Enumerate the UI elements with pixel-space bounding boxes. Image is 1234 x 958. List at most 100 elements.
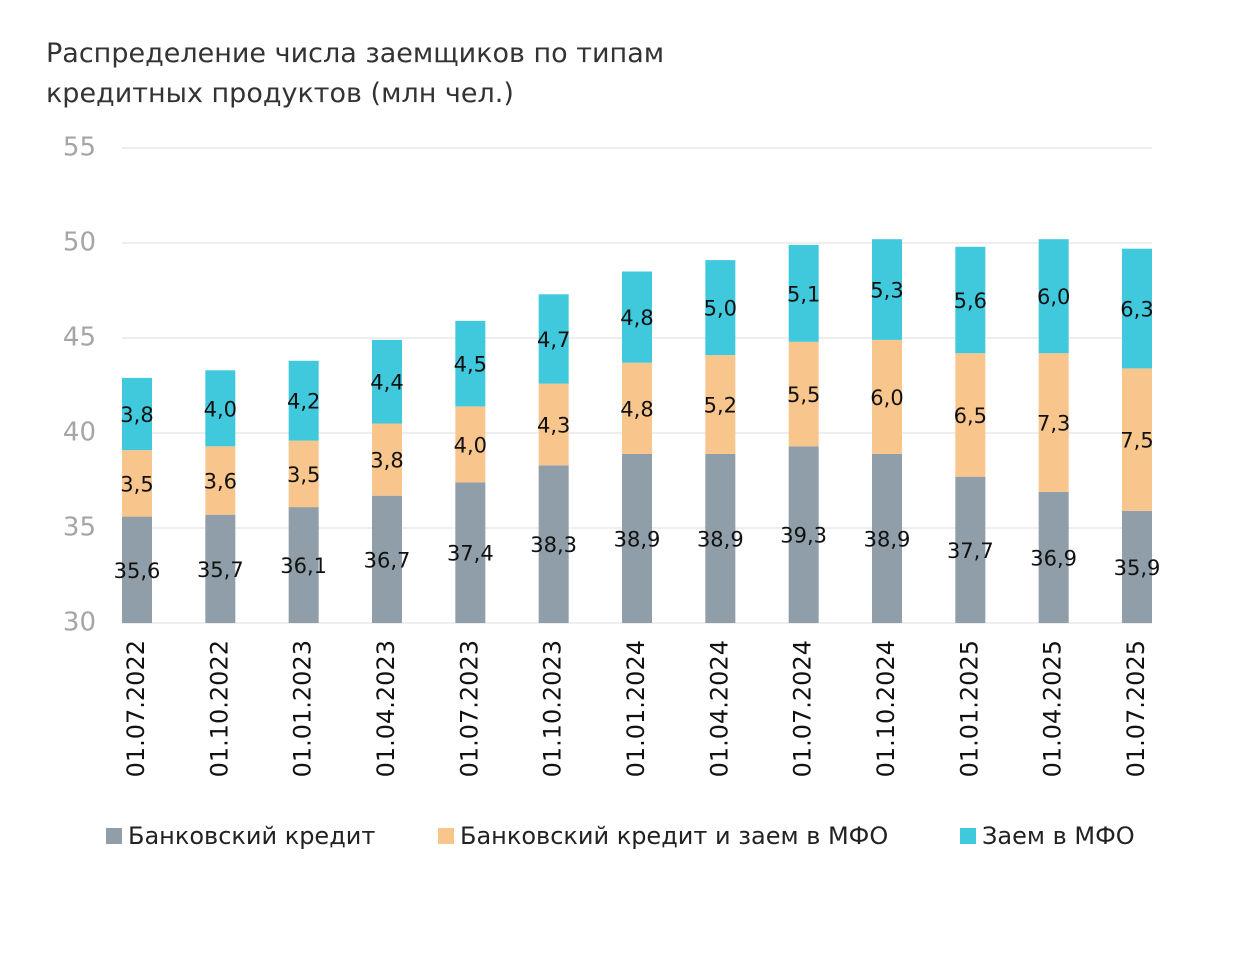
bar-segment bbox=[955, 476, 986, 623]
bar-segment bbox=[1122, 368, 1152, 511]
x-tick-label: 01.01.2024 bbox=[622, 640, 650, 777]
y-tick-label: 45 bbox=[63, 323, 96, 353]
bar-segment bbox=[788, 244, 819, 342]
value-label: 4,5 bbox=[454, 353, 487, 377]
value-label: 6,0 bbox=[1037, 285, 1070, 309]
value-label: 4,0 bbox=[204, 397, 237, 421]
bar-segment bbox=[288, 507, 319, 623]
bar-segment bbox=[622, 271, 652, 363]
bar-segment bbox=[205, 446, 236, 515]
x-tick-label: 01.04.2025 bbox=[1039, 640, 1067, 777]
bar-segment bbox=[372, 339, 402, 424]
value-label: 3,6 bbox=[204, 470, 237, 494]
value-label: 4,4 bbox=[370, 371, 403, 395]
value-label: 35,7 bbox=[197, 558, 244, 582]
value-label: 3,5 bbox=[287, 463, 320, 487]
bar-segment bbox=[122, 516, 152, 623]
value-label: 5,1 bbox=[787, 282, 820, 306]
y-tick-label: 50 bbox=[63, 228, 96, 258]
value-label: 5,3 bbox=[870, 279, 903, 303]
legend-label: Банковский кредит и заем в МФО bbox=[460, 822, 888, 850]
value-label: 38,9 bbox=[614, 527, 661, 551]
bar-segment bbox=[955, 246, 986, 354]
value-label: 7,5 bbox=[1120, 429, 1153, 453]
bar-segment bbox=[538, 383, 569, 466]
bar-segment bbox=[455, 406, 486, 483]
x-tick-label: 01.07.2024 bbox=[789, 640, 817, 777]
bar-segment bbox=[622, 453, 652, 623]
x-tick-label: 01.04.2023 bbox=[372, 640, 400, 777]
bar-segment bbox=[1122, 248, 1152, 369]
bar-segment bbox=[205, 514, 236, 623]
bar-segment bbox=[788, 446, 819, 623]
value-label: 6,5 bbox=[954, 404, 987, 428]
bar-segment bbox=[1038, 491, 1069, 623]
value-label: 4,7 bbox=[537, 328, 570, 352]
bar-segment bbox=[288, 360, 319, 441]
value-label: 4,2 bbox=[287, 390, 320, 414]
value-label: 38,9 bbox=[864, 527, 911, 551]
x-tick-label: 01.01.2025 bbox=[955, 640, 983, 777]
bar-segment bbox=[955, 353, 986, 477]
bar-segment bbox=[705, 355, 736, 454]
value-label: 3,5 bbox=[120, 472, 153, 496]
legend-label: Банковский кредит bbox=[128, 822, 375, 850]
value-label: 6,3 bbox=[1120, 298, 1153, 322]
bar-segment bbox=[1038, 353, 1069, 492]
value-label: 37,7 bbox=[947, 539, 994, 563]
value-label: 38,3 bbox=[530, 533, 577, 557]
y-tick-label: 55 bbox=[63, 133, 96, 163]
bar-segment bbox=[372, 495, 402, 623]
legend-swatch bbox=[960, 828, 976, 844]
x-tick-label: 01.07.2025 bbox=[1122, 640, 1150, 777]
value-label: 4,8 bbox=[620, 306, 653, 330]
value-label: 5,5 bbox=[787, 383, 820, 407]
bar-segment bbox=[455, 320, 486, 407]
y-tick-label: 30 bbox=[63, 608, 96, 638]
bar-segment bbox=[872, 339, 902, 454]
bar-segment bbox=[872, 239, 902, 340]
value-label: 4,0 bbox=[454, 433, 487, 457]
value-label: 37,4 bbox=[447, 542, 494, 566]
x-tick-label: 01.07.2023 bbox=[455, 640, 483, 777]
value-label: 3,8 bbox=[370, 449, 403, 473]
value-label: 4,3 bbox=[537, 413, 570, 437]
value-label: 39,3 bbox=[780, 524, 827, 548]
legend-swatch bbox=[106, 828, 122, 844]
bar-segment bbox=[538, 465, 569, 623]
bar-segment bbox=[872, 453, 902, 623]
bar-segment bbox=[288, 440, 319, 508]
value-label: 35,9 bbox=[1114, 556, 1161, 580]
x-tick-label: 01.10.2022 bbox=[205, 640, 233, 777]
bar-segment bbox=[788, 341, 819, 447]
value-label: 3,8 bbox=[120, 403, 153, 427]
value-label: 38,9 bbox=[697, 527, 744, 551]
x-tick-label: 01.10.2024 bbox=[872, 640, 900, 777]
y-tick-label: 35 bbox=[63, 513, 96, 543]
value-label: 5,0 bbox=[704, 297, 737, 321]
value-label: 36,7 bbox=[364, 548, 411, 572]
x-tick-label: 01.07.2022 bbox=[122, 640, 150, 777]
legend-label: Заем в МФО bbox=[982, 822, 1135, 850]
bar-segment bbox=[122, 450, 152, 517]
bar-segment bbox=[538, 294, 569, 384]
bar-segment bbox=[372, 423, 402, 496]
x-tick-label: 01.01.2023 bbox=[289, 640, 317, 777]
bar-segment bbox=[705, 453, 736, 623]
bar-segment bbox=[205, 370, 236, 447]
bar-segment bbox=[455, 482, 486, 623]
bar-segment bbox=[1122, 510, 1152, 623]
legend-swatch bbox=[438, 828, 454, 844]
bar-segment bbox=[1038, 239, 1069, 354]
value-label: 35,6 bbox=[114, 559, 161, 583]
value-label: 5,2 bbox=[704, 394, 737, 418]
y-tick-label: 40 bbox=[63, 418, 96, 448]
value-label: 6,0 bbox=[870, 386, 903, 410]
bar-segment bbox=[622, 362, 652, 454]
bar-segment bbox=[705, 260, 736, 356]
chart-title: Распределение числа заемщиков по типам к… bbox=[46, 38, 665, 109]
x-tick-label: 01.10.2023 bbox=[539, 640, 567, 777]
x-tick-label: 01.04.2024 bbox=[705, 640, 733, 777]
